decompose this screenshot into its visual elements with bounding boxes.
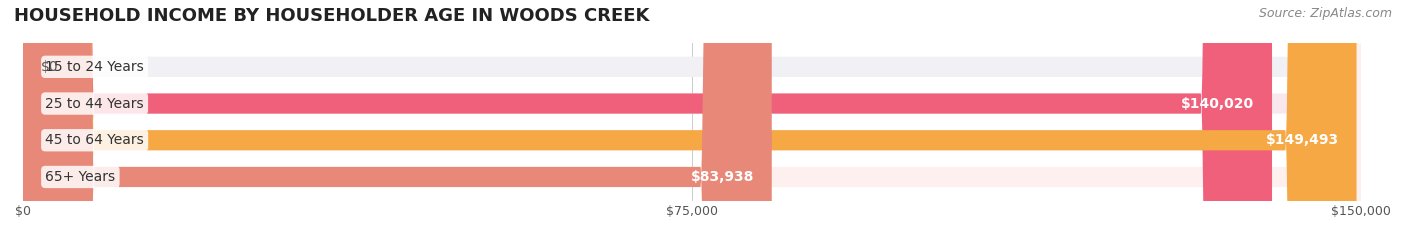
- FancyBboxPatch shape: [22, 0, 1361, 233]
- FancyBboxPatch shape: [22, 0, 1272, 233]
- FancyBboxPatch shape: [22, 0, 1361, 233]
- Text: $149,493: $149,493: [1265, 133, 1339, 147]
- Text: 25 to 44 Years: 25 to 44 Years: [45, 96, 143, 110]
- Text: 65+ Years: 65+ Years: [45, 170, 115, 184]
- Text: 45 to 64 Years: 45 to 64 Years: [45, 133, 143, 147]
- Text: HOUSEHOLD INCOME BY HOUSEHOLDER AGE IN WOODS CREEK: HOUSEHOLD INCOME BY HOUSEHOLDER AGE IN W…: [14, 7, 650, 25]
- Text: $83,938: $83,938: [690, 170, 754, 184]
- Text: Source: ZipAtlas.com: Source: ZipAtlas.com: [1258, 7, 1392, 20]
- Text: 15 to 24 Years: 15 to 24 Years: [45, 60, 143, 74]
- FancyBboxPatch shape: [22, 0, 1361, 233]
- FancyBboxPatch shape: [22, 0, 1357, 233]
- FancyBboxPatch shape: [22, 0, 772, 233]
- FancyBboxPatch shape: [22, 0, 1361, 233]
- Text: $140,020: $140,020: [1181, 96, 1254, 110]
- Text: $0: $0: [41, 60, 59, 74]
